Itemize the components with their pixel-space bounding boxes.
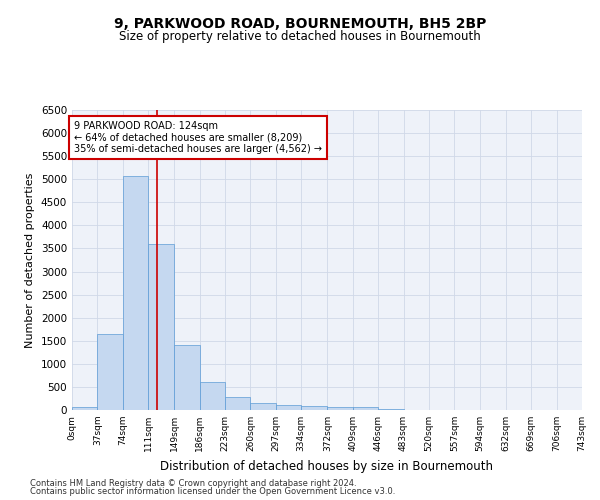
- Bar: [250, 404, 276, 410]
- Bar: [72, 406, 97, 410]
- X-axis label: Distribution of detached houses by size in Bournemouth: Distribution of detached houses by size …: [161, 460, 493, 472]
- Bar: [148, 244, 174, 410]
- Bar: [174, 346, 200, 410]
- Text: 9 PARKWOOD ROAD: 124sqm
← 64% of detached houses are smaller (8,209)
35% of semi: 9 PARKWOOD ROAD: 124sqm ← 64% of detache…: [74, 120, 322, 154]
- Bar: [276, 404, 301, 410]
- Y-axis label: Number of detached properties: Number of detached properties: [25, 172, 35, 348]
- Bar: [97, 334, 123, 410]
- Bar: [123, 176, 148, 410]
- Text: Contains public sector information licensed under the Open Government Licence v3: Contains public sector information licen…: [30, 487, 395, 496]
- Bar: [301, 406, 328, 410]
- Bar: [225, 396, 250, 410]
- Text: Size of property relative to detached houses in Bournemouth: Size of property relative to detached ho…: [119, 30, 481, 43]
- Text: Contains HM Land Registry data © Crown copyright and database right 2024.: Contains HM Land Registry data © Crown c…: [30, 478, 356, 488]
- Bar: [200, 382, 225, 410]
- Text: 9, PARKWOOD ROAD, BOURNEMOUTH, BH5 2BP: 9, PARKWOOD ROAD, BOURNEMOUTH, BH5 2BP: [114, 18, 486, 32]
- Bar: [353, 407, 378, 410]
- Bar: [378, 409, 404, 410]
- Bar: [328, 408, 353, 410]
